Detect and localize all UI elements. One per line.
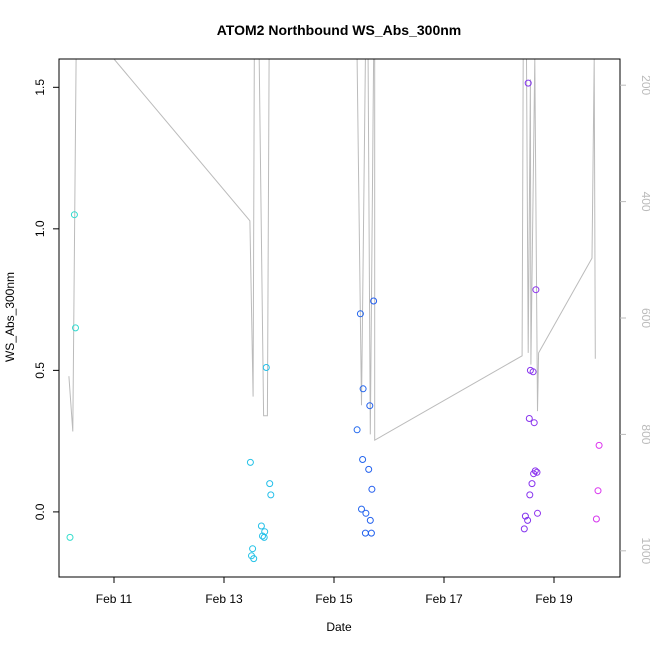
data-point — [367, 529, 375, 537]
data-point — [257, 522, 265, 530]
chart-title: ATOM2 Northbound WS_Abs_300nm — [217, 22, 462, 38]
data-point — [520, 525, 528, 533]
y-tick-label: 1.5 — [33, 79, 47, 96]
data-point — [246, 458, 254, 466]
data-point — [261, 528, 269, 536]
y2-tick-label: 600 — [639, 308, 650, 328]
data-point — [368, 485, 376, 493]
data-point — [249, 545, 257, 553]
x-tick-label: Feb 19 — [535, 592, 573, 606]
data-point — [532, 286, 540, 294]
data-point — [366, 402, 374, 410]
data-point — [362, 509, 370, 517]
x-tick-label: Feb 11 — [96, 592, 133, 606]
data-point — [370, 297, 378, 305]
data-point — [524, 79, 532, 87]
data-point — [526, 491, 534, 499]
data-point — [533, 468, 541, 476]
y-tick-label: 0.0 — [33, 503, 47, 520]
data-point — [366, 516, 374, 524]
data-point — [72, 324, 79, 332]
x-tick-label: Feb 17 — [425, 592, 463, 606]
data-point — [250, 555, 258, 563]
data-point — [259, 532, 266, 540]
x-axis-label: Date — [326, 620, 352, 634]
data-point — [529, 368, 537, 376]
data-point — [524, 516, 532, 524]
y-tick-label: 0.5 — [33, 362, 47, 379]
x-tick-label: Feb 15 — [315, 592, 353, 606]
y2-tick-label: 1000 — [639, 537, 650, 564]
data-point — [531, 467, 539, 475]
y-axis-label: WS_Abs_300nm — [3, 272, 17, 362]
data-point — [592, 515, 600, 523]
data-point — [358, 505, 365, 513]
data-point — [534, 509, 541, 517]
data-point — [359, 385, 367, 393]
data-point — [528, 480, 536, 488]
data-point — [66, 533, 74, 541]
data-point — [530, 419, 538, 427]
data-point — [359, 456, 367, 463]
data-point — [262, 364, 270, 371]
y2-tick-label: 400 — [639, 192, 650, 212]
data-point — [525, 415, 533, 422]
plot-area: Feb 11 Feb 13 Feb 15 Feb 17 Feb 19 0.0 0.5 1.0 1… — [33, 58, 650, 606]
x-tick-label: Feb 13 — [205, 592, 243, 606]
data-point — [266, 480, 274, 488]
data-point — [356, 310, 364, 318]
data-point — [594, 487, 602, 495]
data-point — [595, 441, 603, 449]
data-point — [521, 512, 529, 520]
data-point — [267, 491, 275, 499]
y-tick-label: 1.0 — [33, 220, 47, 237]
data-point — [353, 426, 361, 434]
data-point — [365, 465, 373, 473]
y2-tick-label: 800 — [639, 424, 650, 444]
data-point — [70, 211, 78, 219]
y2-tick-label: 200 — [639, 75, 650, 95]
